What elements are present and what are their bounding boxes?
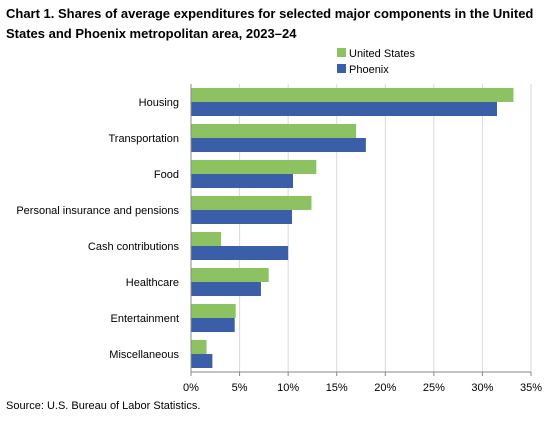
chart-title: Chart 1. Shares of average expenditures … [6,6,534,41]
bar-phoenix [191,318,235,332]
category-label: Housing [139,97,179,109]
bar-united-states [191,268,269,282]
legend-label: Phoenix [349,64,389,76]
bar-phoenix [191,174,293,188]
x-tick-label: 25% [423,382,445,394]
x-tick-label: 30% [471,382,493,394]
bar-united-states [191,304,236,318]
source-note: Source: U.S. Bureau of Labor Statistics. [6,400,201,412]
bar-united-states [191,340,207,354]
bar-phoenix [191,354,213,368]
bar-phoenix [191,138,366,152]
legend-label: United States [349,48,416,60]
category-label: Healthcare [126,277,179,289]
bar-united-states [191,196,312,210]
bar-phoenix [191,282,261,296]
bar-united-states [191,160,317,174]
category-label: Miscellaneous [109,349,179,361]
x-tick-label: 35% [520,382,542,394]
category-label: Entertainment [111,313,179,325]
x-tick-label: 5% [232,382,248,394]
category-label: Transportation [108,133,179,145]
legend-swatch [337,64,346,73]
bars [191,88,514,368]
bar-united-states [191,124,357,138]
category-label: Cash contributions [88,241,180,253]
bar-phoenix [191,210,293,224]
legend: United States Phoenix [337,48,416,76]
bar-phoenix [191,102,497,116]
bar-united-states [191,232,222,246]
bar-united-states [191,88,514,102]
bar-phoenix [191,246,289,260]
category-label: Food [154,169,179,181]
x-tick-label: 20% [374,382,396,394]
x-tick-label: 15% [326,382,348,394]
x-tick-label: 10% [277,382,299,394]
axes: 0% 5% 10% 15% 20% 25% 30% 35% Housing Transportat… [16,84,542,394]
x-tick-label: 0% [183,382,199,394]
category-label: Personal insurance and pensions [16,205,179,217]
legend-swatch [337,48,346,57]
